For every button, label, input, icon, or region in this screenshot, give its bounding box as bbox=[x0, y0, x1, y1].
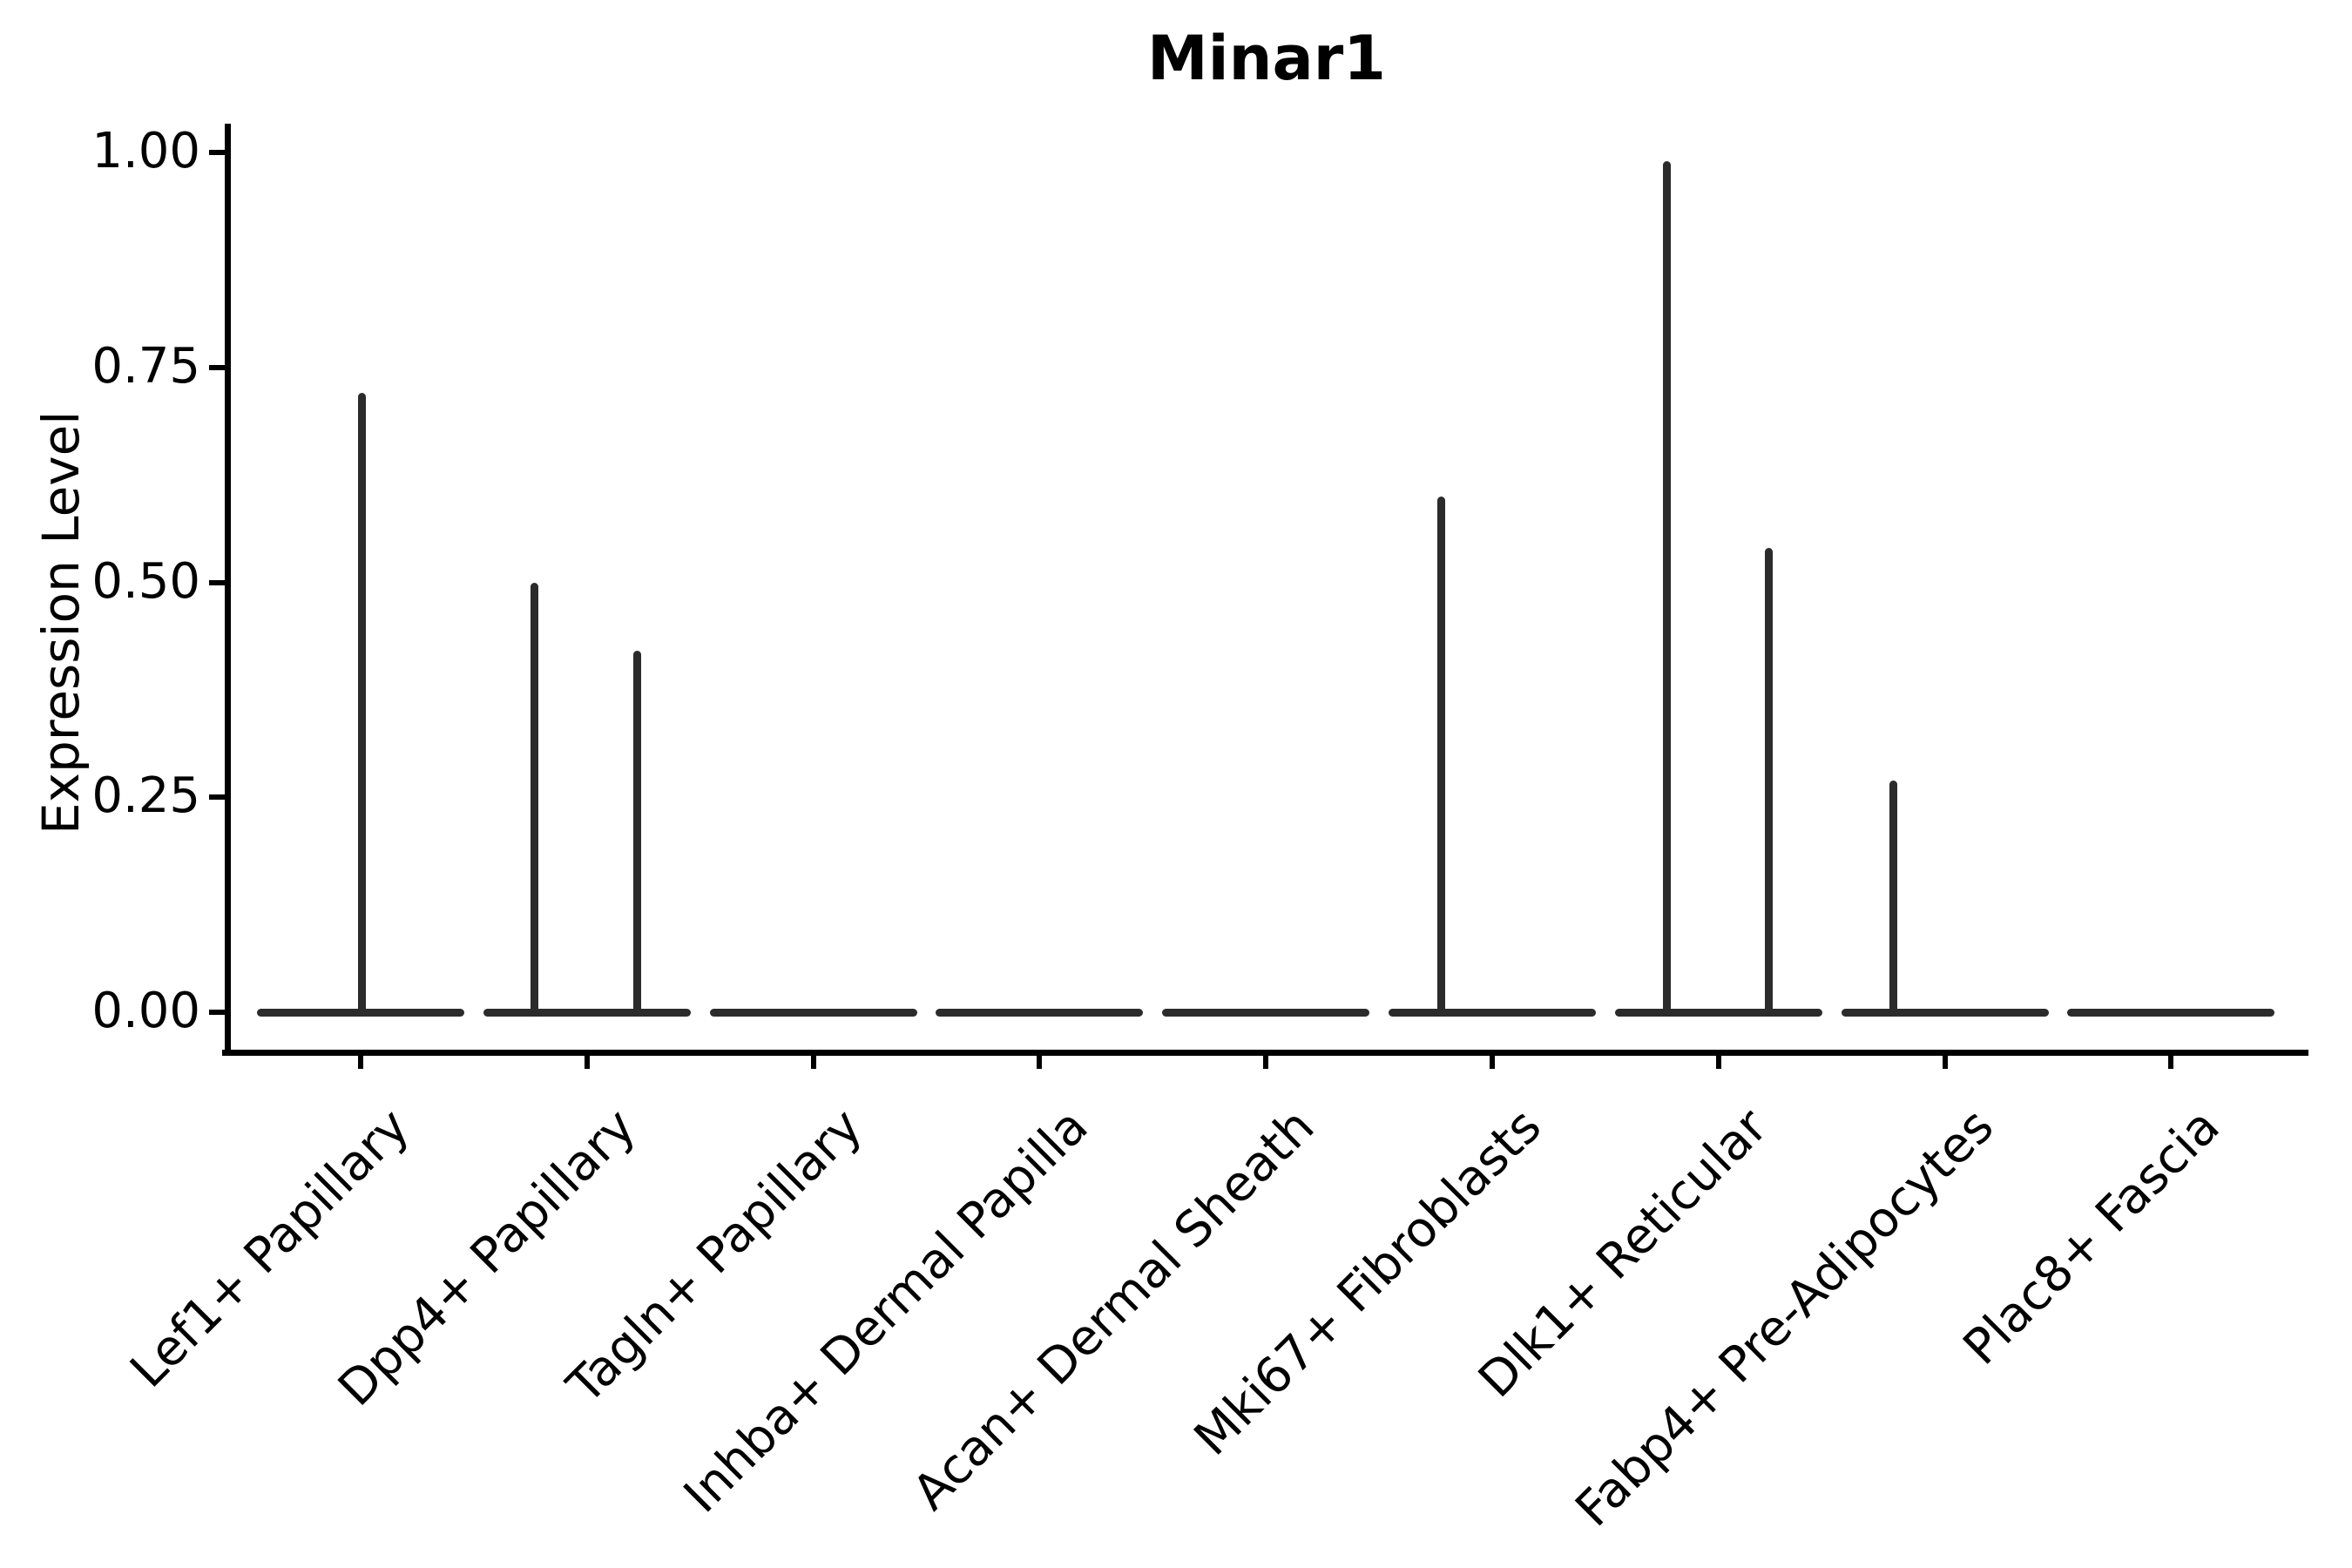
y-tick-label: 1.00 bbox=[91, 123, 200, 179]
y-tick-label: 0.75 bbox=[91, 337, 200, 395]
x-tick-mark bbox=[810, 1056, 816, 1069]
violin-spike bbox=[1663, 160, 1672, 1017]
y-tick-label: 0.00 bbox=[91, 983, 200, 1039]
x-tick-mark bbox=[2168, 1056, 2174, 1069]
x-tick-mark bbox=[1715, 1056, 1721, 1069]
violin-zero-line bbox=[1162, 1008, 1370, 1017]
y-tick-label: 0.50 bbox=[91, 552, 200, 610]
y-tick-mark bbox=[209, 150, 225, 155]
y-tick-label: 0.25 bbox=[91, 767, 200, 825]
violin-spike bbox=[357, 393, 366, 1017]
violin-zero-line bbox=[1841, 1008, 2049, 1017]
x-axis-spine bbox=[222, 1050, 2308, 1056]
plot-title: Minar1 bbox=[1147, 23, 1386, 94]
x-tick-mark bbox=[584, 1056, 590, 1069]
violin-spike bbox=[1436, 496, 1445, 1017]
y-tick-mark bbox=[209, 1010, 225, 1015]
y-tick-mark bbox=[209, 579, 225, 585]
x-tick-mark bbox=[1942, 1056, 1948, 1069]
violin-zero-line bbox=[1389, 1008, 1596, 1017]
violin-zero-line bbox=[936, 1008, 1144, 1017]
x-tick-label: Acan+ Dermal Sheath bbox=[902, 1098, 1326, 1522]
violin-zero-line bbox=[1614, 1008, 1822, 1017]
x-tick-mark bbox=[1490, 1056, 1495, 1069]
y-tick-mark bbox=[209, 794, 225, 801]
x-tick-label: Fabp4+ Pre-Adipocytes bbox=[1565, 1098, 2005, 1538]
violin-zero-line bbox=[483, 1008, 691, 1017]
violin-spike bbox=[531, 582, 539, 1017]
x-tick-mark bbox=[1263, 1056, 1269, 1069]
x-tick-mark bbox=[358, 1056, 363, 1069]
violin-spike bbox=[1765, 548, 1774, 1017]
y-axis-spine bbox=[225, 124, 231, 1056]
violin-zero-line bbox=[2067, 1008, 2275, 1017]
y-tick-mark bbox=[209, 364, 225, 370]
violin-zero-line bbox=[709, 1008, 917, 1017]
x-tick-label: Inhba+ Dermal Papilla bbox=[673, 1098, 1099, 1524]
violin-spike bbox=[1889, 780, 1898, 1017]
x-tick-mark bbox=[1037, 1056, 1043, 1069]
violin-spike bbox=[633, 651, 642, 1017]
y-axis-label: Expression Level bbox=[31, 410, 91, 835]
